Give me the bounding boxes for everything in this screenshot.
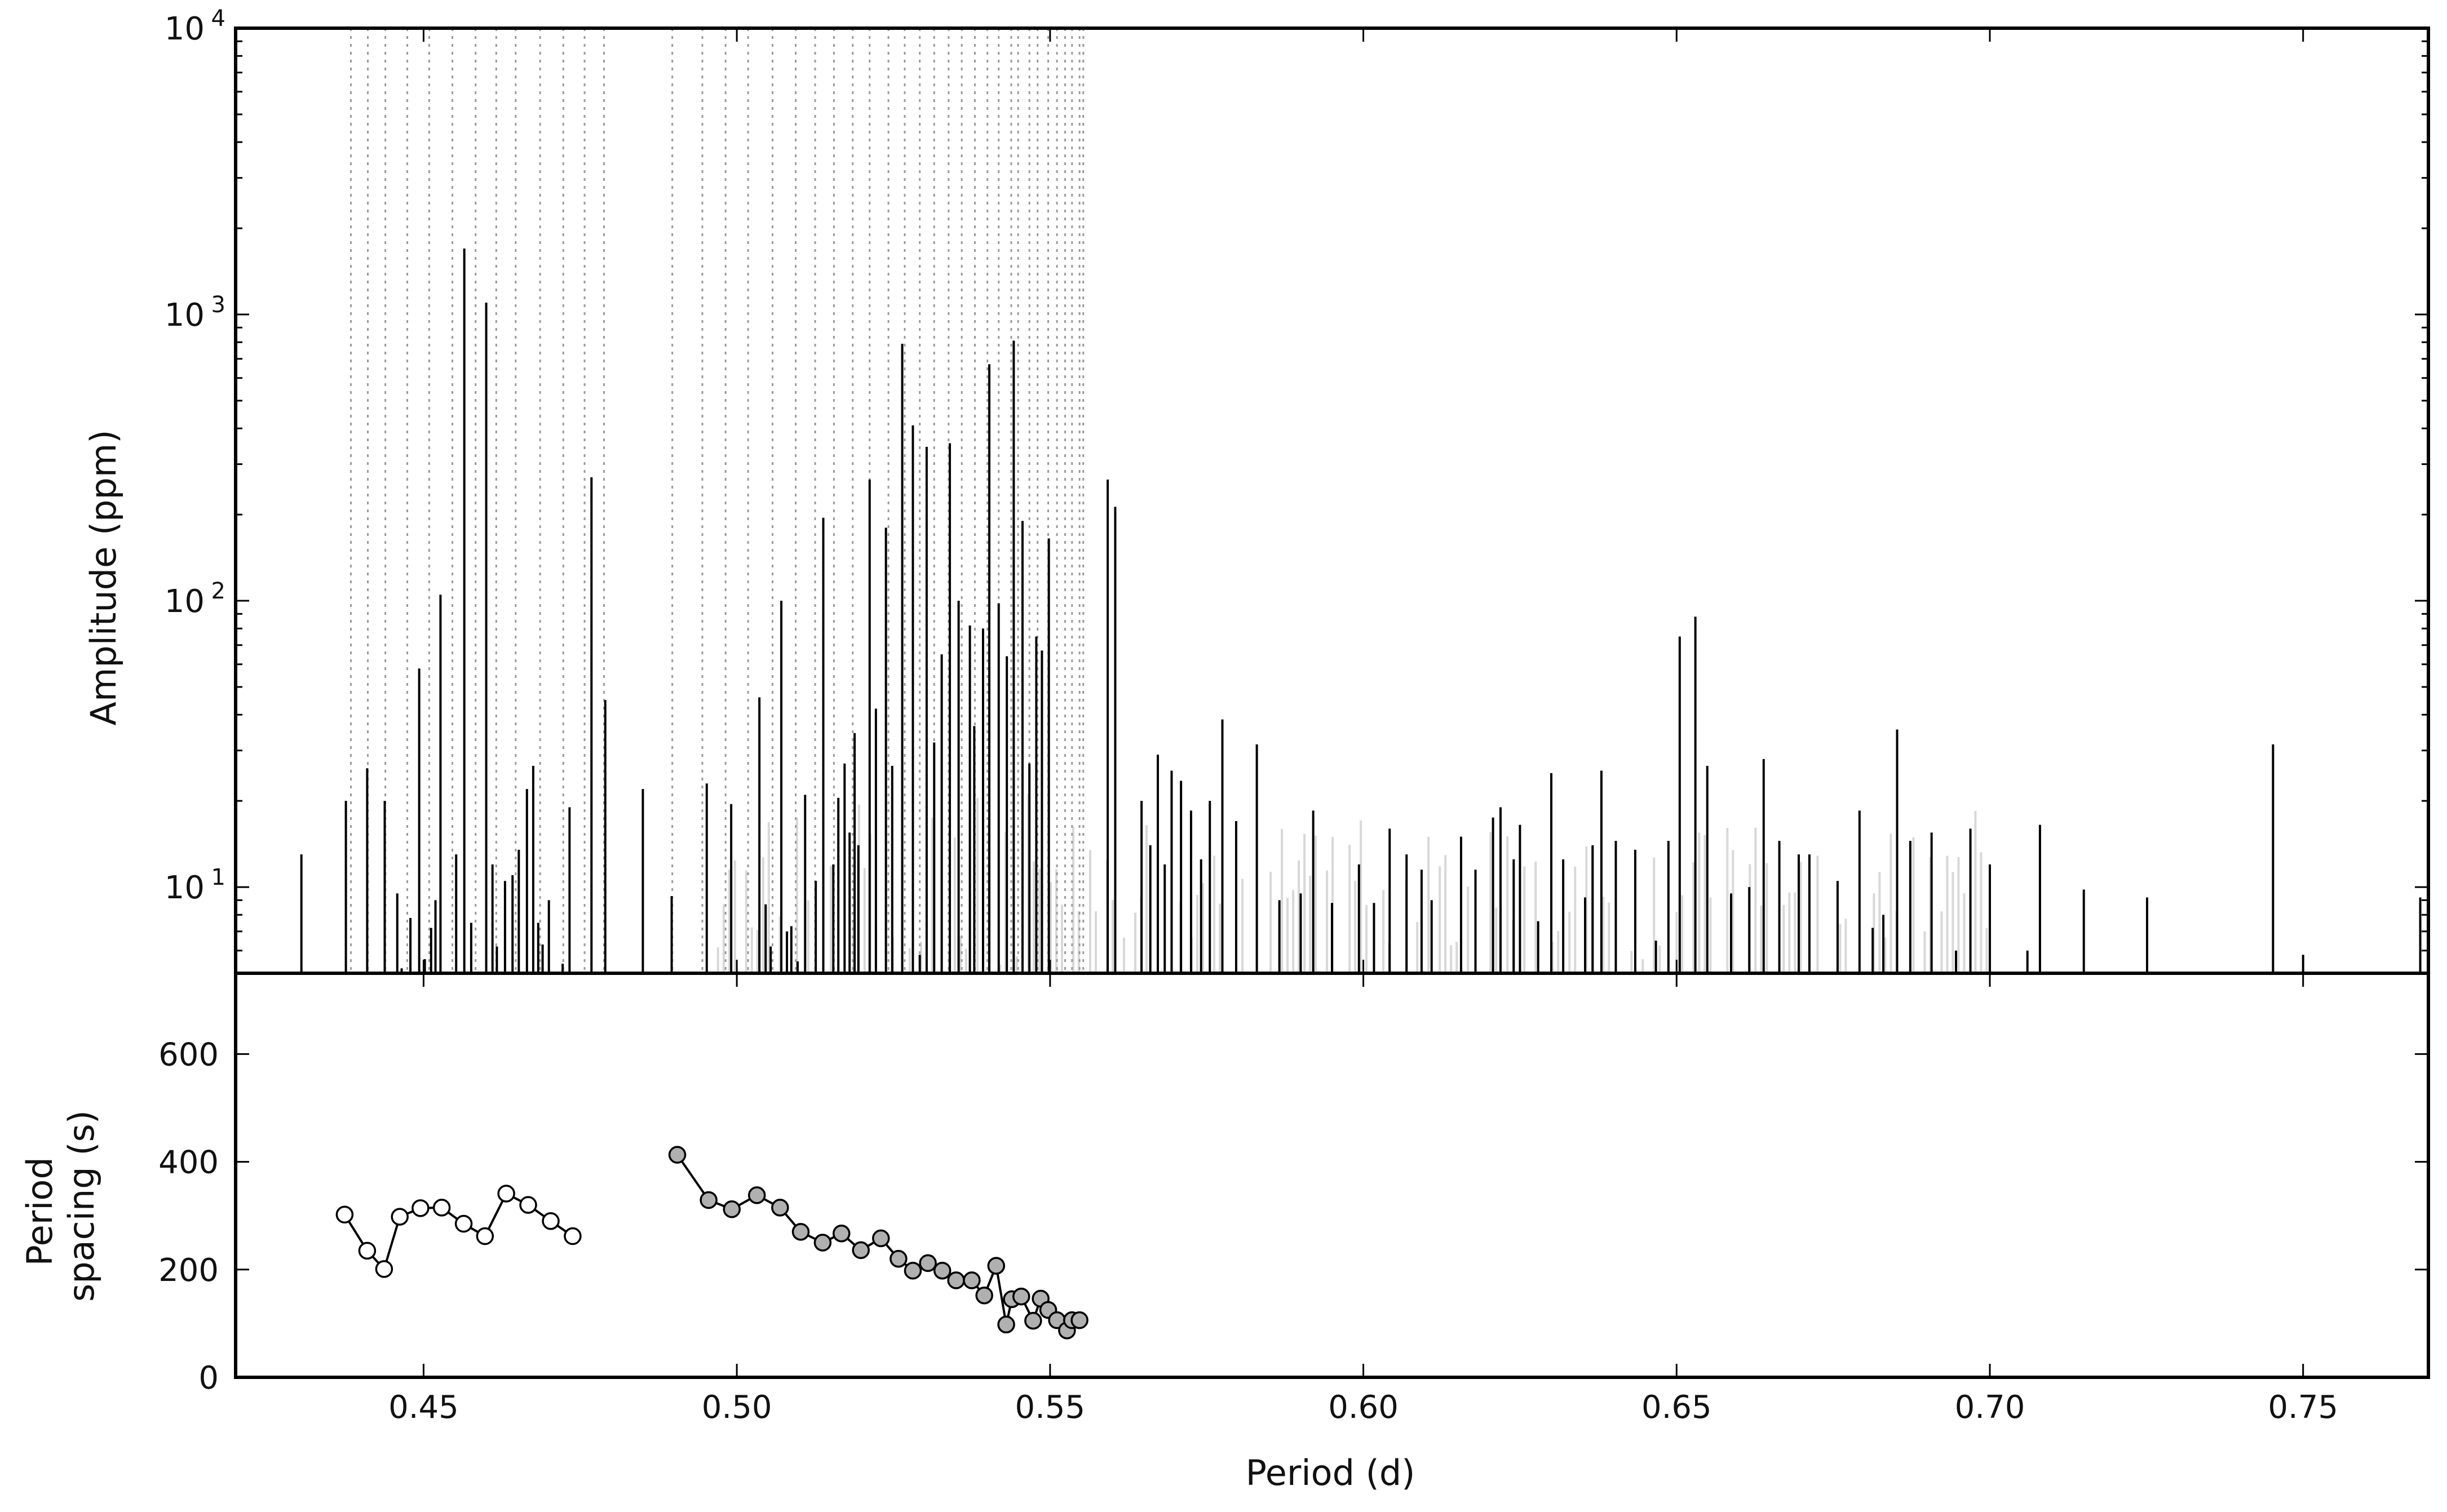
amplitude-tick-exponent: 2: [211, 578, 225, 604]
period-spacing-point: [904, 1261, 922, 1280]
period-axis-title: Period (d): [1246, 1452, 1415, 1493]
period-spacing-tick-label: 200: [158, 1252, 219, 1289]
background-spectrum: [716, 793, 1988, 973]
period-spacing-point: [564, 1227, 582, 1245]
period-spacing-point: [872, 1229, 890, 1248]
period-spacing-point: [432, 1199, 451, 1217]
period-spacing-point: [454, 1214, 473, 1233]
period-spacing-point: [542, 1212, 560, 1230]
amplitude-tick-label: 10: [165, 870, 205, 906]
period-spacing-point: [813, 1234, 832, 1252]
amplitude-tick-label: 10: [165, 583, 205, 620]
period-spacing-tick-label: 400: [158, 1145, 219, 1181]
period-spacing-point: [791, 1223, 810, 1241]
amplitude-peaks: [300, 248, 2422, 973]
period-spacing-point: [411, 1199, 430, 1217]
period-spacing-panel-frame: [234, 972, 2430, 1379]
period-spacing-point: [987, 1257, 1006, 1275]
period-spacing-point: [747, 1186, 766, 1204]
period-spacing-axis-title-line1: Period: [19, 1157, 60, 1266]
amplitude-axis-title: Amplitude (ppm): [83, 430, 124, 726]
period-spacing-point: [919, 1254, 937, 1272]
period-spacing-point: [700, 1191, 718, 1209]
period-spacing-point: [963, 1271, 981, 1289]
period-spacing-axis-title: Period spacing (s): [19, 1110, 102, 1302]
period-spacing-tick-label: 600: [158, 1036, 219, 1073]
period-spacing-point: [1024, 1311, 1042, 1330]
period-spacing-point: [890, 1249, 908, 1268]
amplitude-tick-exponent: 1: [211, 864, 225, 890]
period-spacing-point: [723, 1200, 741, 1218]
period-spacing-point: [391, 1208, 409, 1226]
period-spacing-point: [852, 1241, 870, 1260]
period-tick-label: 0.65: [1641, 1389, 1712, 1426]
period-spacing-point: [833, 1224, 851, 1243]
period-spacing-point: [933, 1261, 952, 1280]
period-spacing-point: [497, 1185, 515, 1203]
period-spacing-point: [519, 1196, 537, 1214]
amplitude-tick-label: 10: [165, 297, 205, 334]
period-tick-label: 0.45: [388, 1389, 459, 1426]
period-tick-label: 0.75: [2268, 1389, 2338, 1426]
period-spacing-ticks: 0 200 400 600 0.45 0.50 0.55 0.60 0.65 0.70 0.75: [158, 973, 2428, 1426]
period-spacing-point: [1070, 1311, 1088, 1329]
period-spacing-point: [375, 1260, 393, 1278]
period-spacing-series: [335, 1146, 1088, 1340]
period-spacing-point: [335, 1205, 354, 1224]
period-spacing-axis-title-line2: spacing (s): [61, 1110, 102, 1302]
period-spacing-point: [476, 1227, 494, 1245]
period-spacing-point: [1012, 1287, 1030, 1306]
period-tick-label: 0.55: [1015, 1389, 1086, 1426]
period-spacing-point: [358, 1241, 377, 1260]
period-spacing-point: [947, 1271, 965, 1289]
period-tick-label: 0.50: [702, 1389, 772, 1426]
amplitude-tick-exponent: 3: [211, 292, 225, 318]
period-tick-label: 0.70: [1955, 1389, 2025, 1426]
period-spacing-point: [771, 1199, 789, 1217]
amplitude-tick-label: 10: [165, 11, 205, 47]
period-tick-label: 0.60: [1328, 1389, 1399, 1426]
period-spacing-point: [997, 1315, 1015, 1334]
period-spacing-tick-label: 0: [198, 1360, 219, 1396]
period-spacing-panel: 0 200 400 600 0.45 0.50 0.55 0.60 0.65 0.70 0.75 P…: [19, 973, 2428, 1493]
amplitude-tick-exponent: 4: [211, 6, 225, 32]
period-spacing-point: [668, 1146, 687, 1164]
period-spacing-point: [975, 1286, 993, 1305]
